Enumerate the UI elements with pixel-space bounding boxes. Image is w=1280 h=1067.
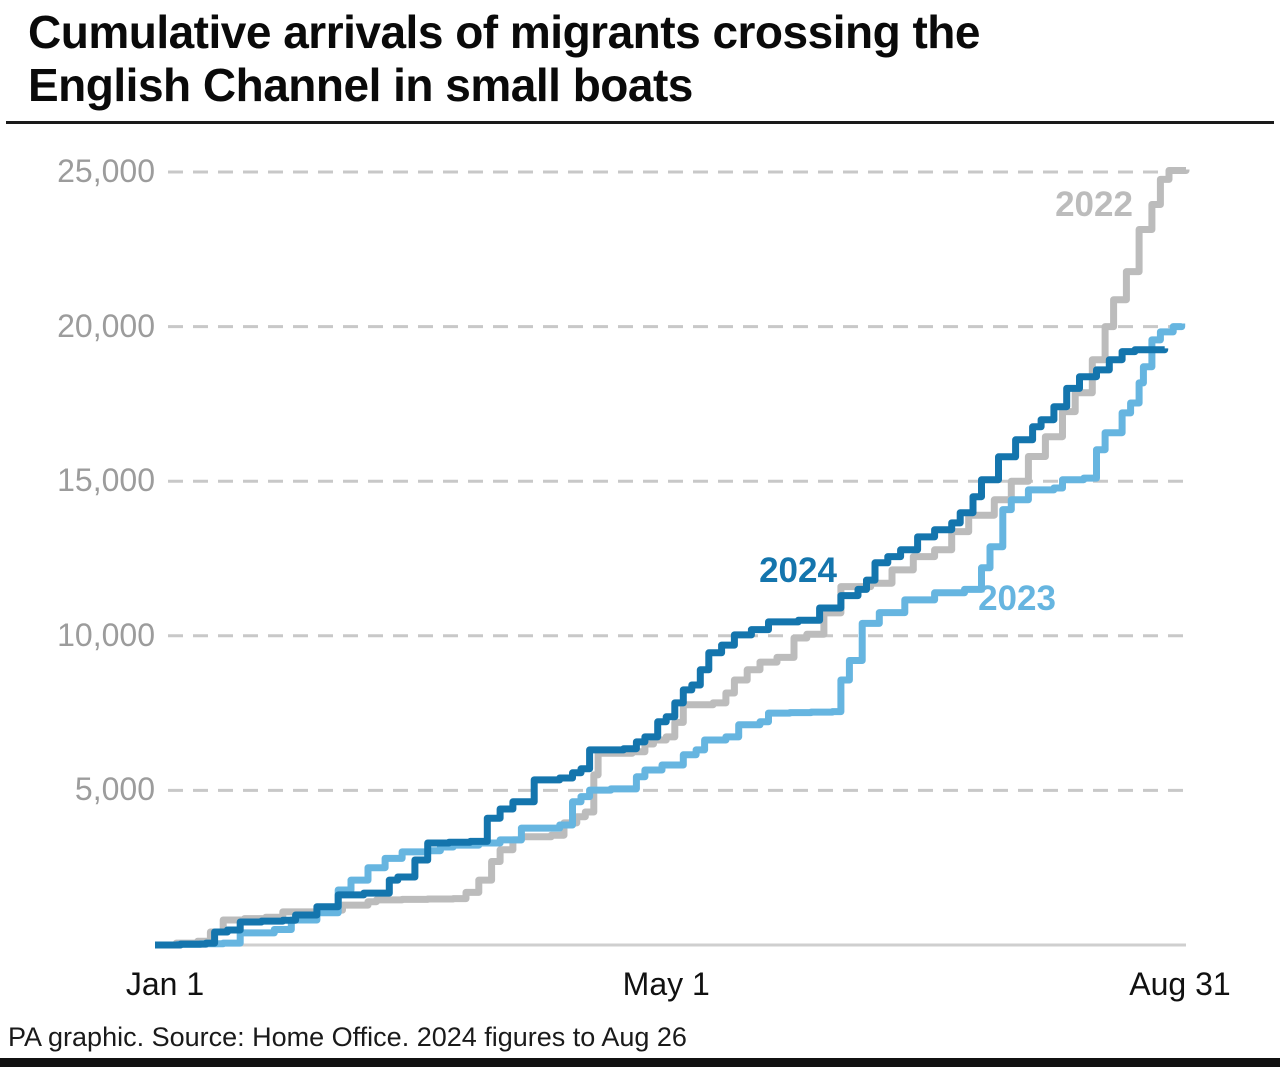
series-label-2022: 2022 [1055,185,1133,224]
page-title: Cumulative arrivals of migrants crossing… [28,6,1248,112]
series-label-2024: 2024 [759,551,837,590]
y-axis-tick-label: 25,000 [57,153,155,189]
series-line-2024 [155,346,1169,949]
series-line-2023 [155,323,1186,949]
series-label-2023: 2023 [978,579,1056,618]
y-axis-tick-label: 20,000 [57,307,155,344]
y-axis-tick-label: 15,000 [57,462,155,499]
page-title-line1: Cumulative arrivals of migrants crossing… [28,6,980,58]
title-divider-rule [6,121,1274,124]
bottom-bar [0,1058,1280,1067]
x-axis-tick-label: Jan 1 [125,966,205,1002]
y-axis-tick-label: 10,000 [57,616,155,653]
y-axis-tick-label: 5,000 [74,771,155,808]
source-note: PA graphic. Source: Home Office. 2024 fi… [8,1022,687,1052]
x-axis-tick-label: May 1 [622,966,710,1002]
series-line-2022 [155,167,1190,949]
page-title-line2: English Channel in small boats [28,59,693,111]
x-axis-tick-label: Aug 31 [1129,966,1231,1002]
